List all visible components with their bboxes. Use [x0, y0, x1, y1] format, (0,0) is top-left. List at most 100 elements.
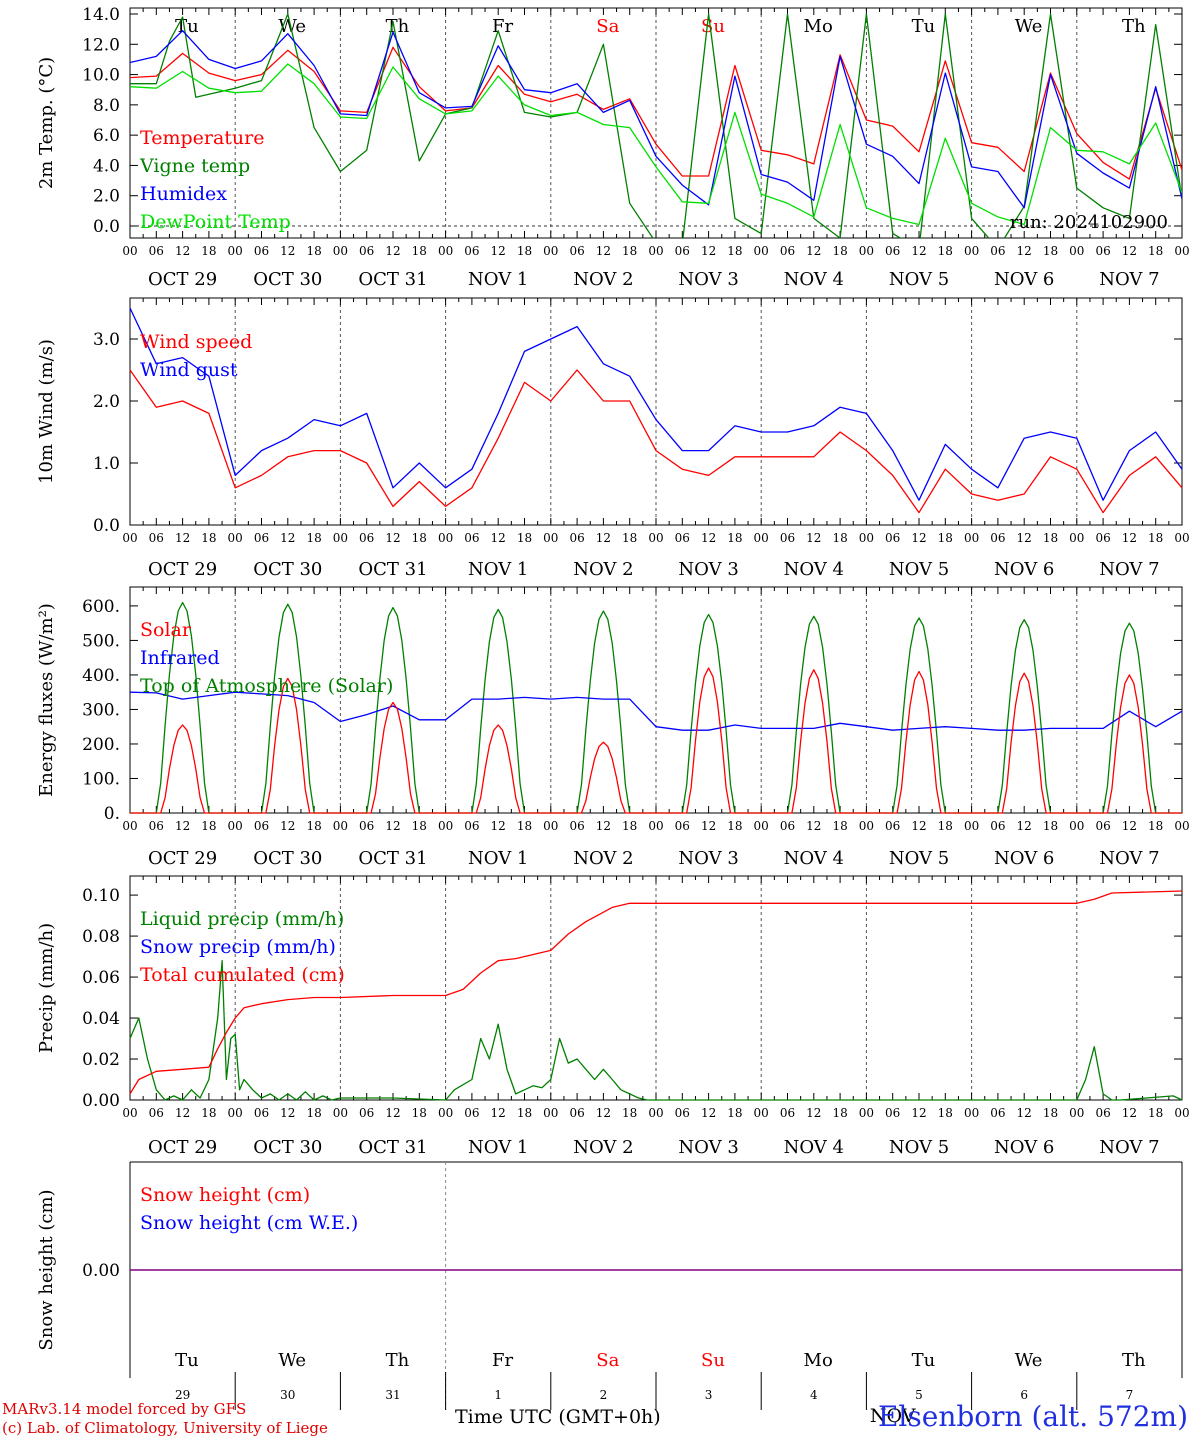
date-label: OCT 29 — [148, 848, 217, 869]
day-number: 29 — [175, 1388, 190, 1402]
day-number: 3 — [705, 1388, 713, 1402]
hour-label: 18 — [201, 244, 216, 258]
hour-label: 00 — [859, 531, 874, 545]
hour-label: 00 — [438, 531, 453, 545]
hour-label: 18 — [412, 531, 427, 545]
hour-label: 18 — [727, 819, 742, 833]
hour-label: 18 — [832, 819, 847, 833]
temperature-series — [130, 13, 1182, 238]
hour-label: 18 — [938, 1106, 953, 1120]
hour-label: 18 — [1148, 531, 1163, 545]
hour-label: 12 — [280, 531, 295, 545]
hour-label: 18 — [727, 531, 742, 545]
weekday-label: Sa — [596, 1350, 619, 1371]
hour-label: 06 — [675, 244, 690, 258]
weekday-label: Tu — [912, 1350, 936, 1371]
hour-label: 12 — [385, 819, 400, 833]
hour-label: 06 — [569, 531, 584, 545]
hour-label: 06 — [675, 531, 690, 545]
hour-label: 12 — [175, 1106, 190, 1120]
date-label: NOV 1 — [468, 848, 528, 869]
date-label: NOV 6 — [994, 1137, 1054, 1158]
hour-label: 06 — [254, 244, 269, 258]
hour-label: 00 — [1069, 244, 1084, 258]
hour-label: 00 — [1174, 819, 1189, 833]
hour-label: 00 — [228, 819, 243, 833]
date-label: OCT 29 — [148, 269, 217, 290]
hour-label: 12 — [175, 819, 190, 833]
y-tick-label: 0.00 — [82, 1091, 120, 1111]
legend-snow-precip-mm-h-: Snow precip (mm/h) — [140, 936, 336, 958]
hour-label: 00 — [228, 1106, 243, 1120]
y-axis-title: Precip (mm/h) — [36, 923, 57, 1053]
y-tick-label: 3.0 — [93, 330, 120, 350]
weekday-label: Th — [386, 1350, 410, 1371]
hour-label: 06 — [149, 244, 164, 258]
hour-label: 18 — [1043, 244, 1058, 258]
hour-label: 00 — [648, 531, 663, 545]
date-label: NOV 1 — [468, 559, 528, 580]
date-label: NOV 6 — [994, 559, 1054, 580]
hour-label: 06 — [254, 819, 269, 833]
date-label: NOV 1 — [468, 269, 528, 290]
hour-label: 00 — [648, 819, 663, 833]
hour-label: 12 — [1122, 819, 1137, 833]
hour-label: 06 — [569, 1106, 584, 1120]
legend-snow-height-cm-w-e-: Snow height (cm W.E.) — [140, 1212, 358, 1234]
hour-label: 12 — [596, 1106, 611, 1120]
date-label: NOV 2 — [573, 848, 633, 869]
hour-label: 12 — [1017, 244, 1032, 258]
hour-label: 12 — [491, 819, 506, 833]
day-number: 4 — [810, 1388, 818, 1402]
series-vigne-temp — [130, 13, 1182, 238]
y-tick-label: 600. — [82, 597, 120, 617]
hour-label: 00 — [964, 819, 979, 833]
weekday-label: Fr — [492, 16, 513, 37]
hour-label: 06 — [1095, 819, 1110, 833]
hour-label: 12 — [596, 819, 611, 833]
hour-label: 06 — [885, 1106, 900, 1120]
hour-label: 12 — [385, 244, 400, 258]
hour-label: 18 — [832, 244, 847, 258]
hour-label: 12 — [385, 1106, 400, 1120]
hour-label: 12 — [911, 819, 926, 833]
hour-label: 06 — [1095, 244, 1110, 258]
hour-label: 06 — [1095, 1106, 1110, 1120]
hour-label: 18 — [412, 244, 427, 258]
date-label: NOV 7 — [1099, 559, 1159, 580]
date-label: NOV 3 — [678, 559, 738, 580]
hour-label: 06 — [359, 1106, 374, 1120]
hour-label: 00 — [228, 244, 243, 258]
hour-label: 06 — [569, 244, 584, 258]
y-tick-label: 0.04 — [82, 1009, 120, 1029]
hour-label: 06 — [780, 531, 795, 545]
weekday-label: Fr — [492, 1350, 513, 1371]
hour-label: 12 — [280, 244, 295, 258]
hour-label: 06 — [359, 244, 374, 258]
hour-label: 06 — [569, 819, 584, 833]
hour-label: 00 — [333, 531, 348, 545]
day-number: 30 — [280, 1388, 295, 1402]
hour-label: 06 — [885, 244, 900, 258]
hour-label: 18 — [1148, 1106, 1163, 1120]
legend-humidex: Humidex — [140, 183, 227, 205]
hour-label: 18 — [1043, 1106, 1058, 1120]
hour-label: 12 — [491, 244, 506, 258]
hour-label: 00 — [754, 819, 769, 833]
y-tick-label: 0.06 — [82, 968, 120, 988]
day-number: 2 — [600, 1388, 608, 1402]
date-label: NOV 4 — [784, 1137, 844, 1158]
date-label: OCT 30 — [253, 559, 322, 580]
hour-label: 18 — [727, 1106, 742, 1120]
hour-label: 18 — [306, 819, 321, 833]
hour-label: 18 — [622, 531, 637, 545]
date-label: OCT 30 — [253, 269, 322, 290]
legend-infrared: Infrared — [140, 647, 220, 669]
date-label: NOV 4 — [784, 848, 844, 869]
date-label: NOV 7 — [1099, 1137, 1159, 1158]
hour-label: 18 — [727, 244, 742, 258]
hour-label: 18 — [622, 819, 637, 833]
weekday-label: Su — [701, 16, 725, 37]
hour-label: 00 — [859, 819, 874, 833]
